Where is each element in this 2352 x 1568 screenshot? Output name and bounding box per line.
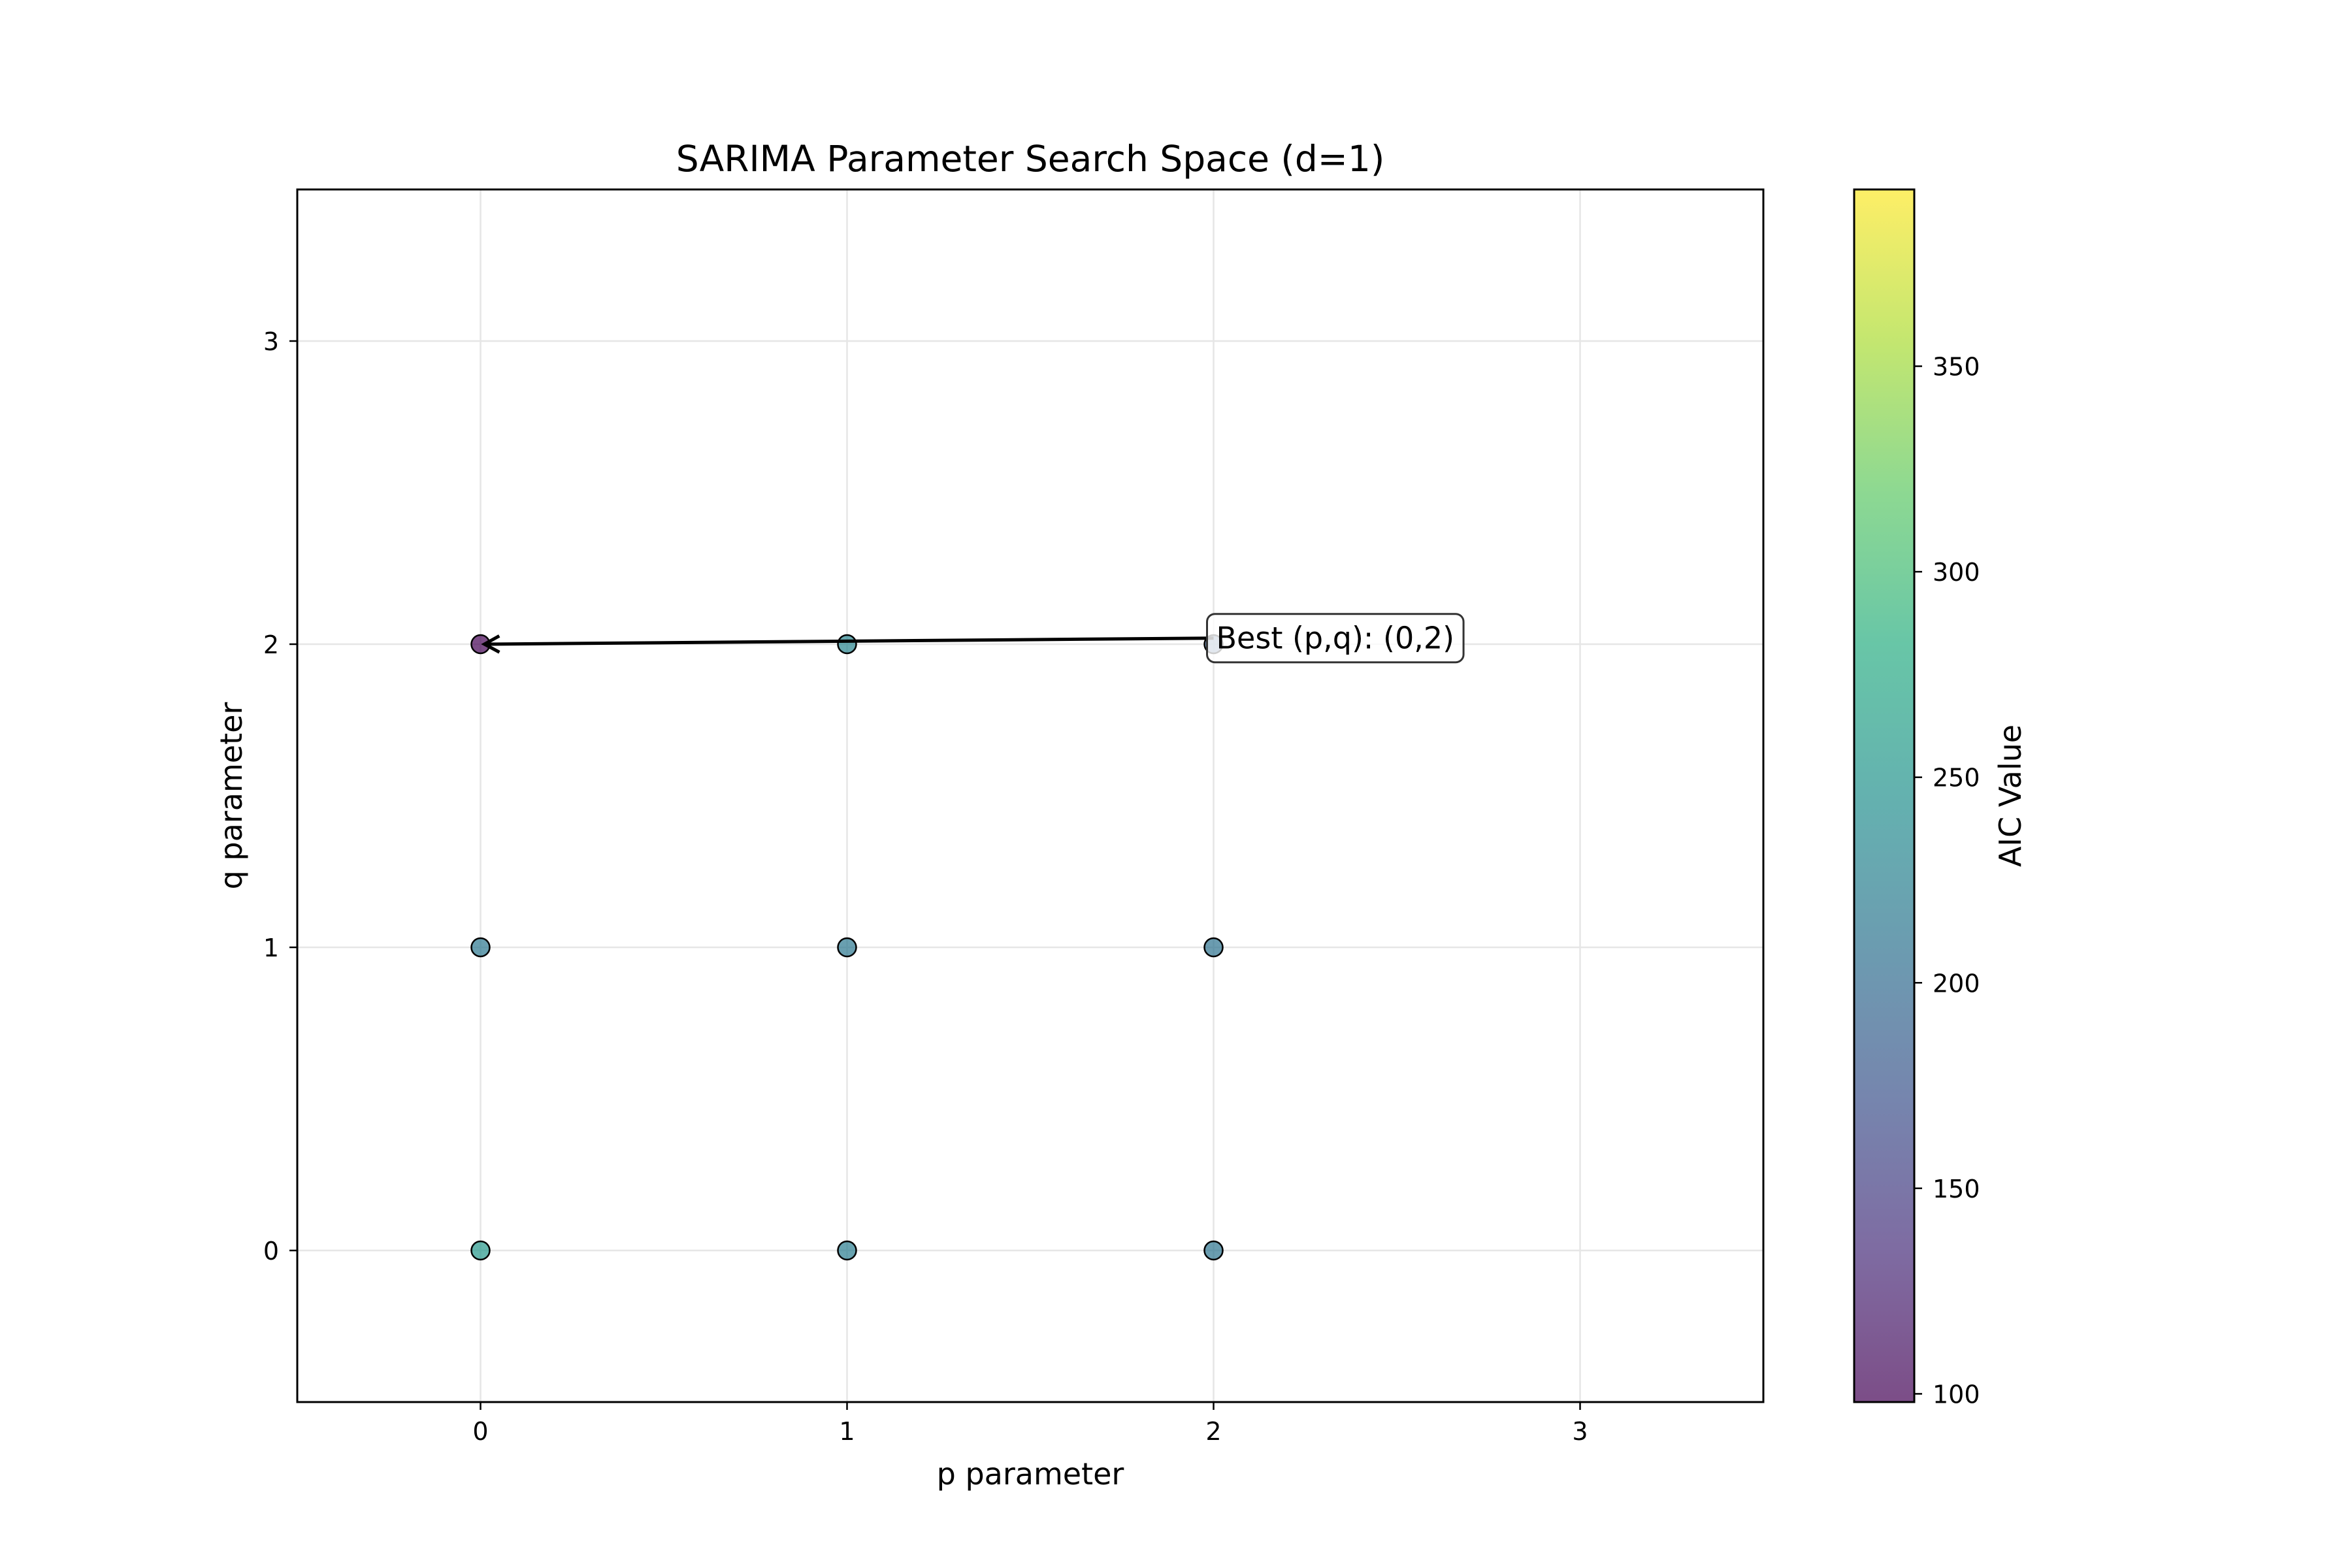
x-tick-label: 0 [472, 1417, 488, 1446]
colorbar [1853, 188, 1916, 1403]
y-tick-label: 3 [263, 327, 279, 356]
annotation-label: Best (p,q): (0,2) [1217, 621, 1455, 656]
colorbar-tick-label: 250 [1933, 764, 1980, 792]
scatter-point [1203, 1240, 1224, 1261]
x-tick-label: 2 [1205, 1417, 1221, 1446]
y-axis-ticks: 0 1 2 3 [263, 327, 297, 1266]
x-axis-ticks: 0 1 2 3 [472, 1402, 1588, 1446]
x-tick-label: 1 [839, 1417, 855, 1446]
y-tick-label: 1 [263, 934, 279, 962]
x-axis-label: p parameter [937, 1456, 1124, 1492]
scatter-point [837, 937, 857, 958]
annotation-arrowhead [481, 634, 500, 654]
y-tick-label: 0 [263, 1237, 279, 1266]
plot-frame [296, 188, 1765, 1403]
colorbar-tick-label: 150 [1933, 1175, 1980, 1203]
best-annotation: Best (p,q): (0,2) [481, 613, 1465, 664]
colorbar-tick-label: 200 [1933, 969, 1980, 998]
scatter-point [837, 1240, 857, 1261]
grid [297, 189, 1763, 1402]
colorbar-tick-label: 300 [1933, 558, 1980, 587]
colorbar-tick-label: 100 [1933, 1380, 1980, 1409]
scatter-point [470, 1240, 491, 1261]
annotation-arrow [484, 636, 1214, 646]
colorbar-tick-label: 350 [1933, 353, 1980, 382]
chart-title: SARIMA Parameter Search Space (d=1) [676, 138, 1385, 180]
scatter-point [470, 937, 491, 958]
y-tick-label: 2 [263, 630, 279, 659]
colorbar-label: AIC Value [1993, 725, 2028, 867]
colorbar-ticks: 100 150 200 250 300 350 [1914, 353, 1980, 1409]
x-tick-label: 3 [1572, 1417, 1588, 1446]
annotation-box [1206, 613, 1465, 664]
scatter-point [837, 634, 857, 655]
scatter-point [1203, 937, 1224, 958]
y-axis-label: q parameter [214, 702, 249, 890]
